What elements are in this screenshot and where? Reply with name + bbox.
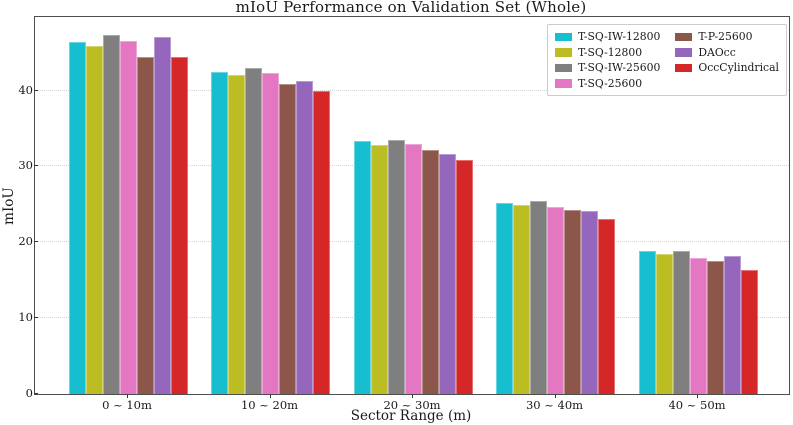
bar-group-1 <box>57 17 200 394</box>
bar-T-SQ-IW-12800 <box>68 42 86 394</box>
legend-label: T-P-25600 <box>698 30 753 44</box>
bar-group-2 <box>199 17 342 394</box>
x-tick-label-1: 0 ~ 10m <box>102 398 152 412</box>
x-tick-label-4: 30 ~ 40m <box>525 398 584 412</box>
bar-T-SQ-25600 <box>404 144 422 394</box>
bar-group-5 <box>627 17 770 394</box>
bar-OccCylindrical <box>740 269 758 394</box>
bar-T-SQ-IW-25600 <box>245 67 262 394</box>
bar-T-SQ-12800 <box>85 45 103 394</box>
bar-T-SQ-25600 <box>119 41 137 394</box>
bar-T-SQ-25600 <box>689 258 707 394</box>
bar-T-SQ-IW-25600 <box>530 200 547 394</box>
x-tick-mark <box>554 394 556 398</box>
legend-swatch-icon <box>555 48 573 57</box>
legend-item-T-P-25600: T-P-25600 <box>675 29 779 45</box>
x-tick-mark <box>127 394 128 398</box>
legend-swatch-icon <box>555 79 573 88</box>
legend-swatch-icon <box>555 32 573 41</box>
x-axis-label: Sector Range (m) <box>350 408 472 424</box>
bar-OccCylindrical <box>313 91 330 394</box>
legend-column: T-SQ-IW-12800 T-SQ-12800 T-SQ-IW-25600 T-SQ… <box>555 29 660 91</box>
legend-swatch-icon <box>675 32 693 41</box>
bar-T-SQ-12800 <box>513 205 530 394</box>
legend-item-T-SQ-IW-12800: T-SQ-IW-12800 <box>555 29 660 45</box>
y-tick-mark <box>34 241 38 243</box>
bar-T-SQ-12800 <box>228 75 245 394</box>
legend-column: T-P-25600 DAOcc OccCylindrical <box>675 29 779 76</box>
legend-swatch-icon <box>675 48 693 57</box>
legend-label: T-SQ-IW-12800 <box>578 30 661 44</box>
legend-label: T-SQ-25600 <box>578 76 643 90</box>
chart-title: mIoU Performance on Validation Set (Whol… <box>235 0 587 16</box>
y-axis-label: mIoU <box>1 187 17 225</box>
bar-T-P-25600 <box>564 210 581 394</box>
bar-T-P-25600 <box>421 149 439 394</box>
x-tick-mark <box>412 394 413 398</box>
y-tick-label-10: 10 <box>18 310 33 325</box>
legend-label: T-SQ-12800 <box>578 45 643 59</box>
legend: T-SQ-IW-12800 T-SQ-12800 T-SQ-IW-25600 T-SQ… <box>547 24 787 96</box>
bar-T-SQ-25600 <box>547 206 564 394</box>
bar-T-SQ-IW-12800 <box>211 72 228 394</box>
bar-DAOcc <box>723 255 741 394</box>
bar-T-SQ-25600 <box>262 73 279 394</box>
bar-DAOcc <box>153 36 171 394</box>
legend-label: OccCylindrical <box>698 61 779 75</box>
bar-group-3 <box>342 17 485 394</box>
gridline-40 <box>35 89 789 91</box>
x-tick-label-2: 10 ~ 20m <box>240 398 299 412</box>
y-tick-mark <box>34 165 38 167</box>
legend-swatch-icon <box>675 63 693 72</box>
y-tick-label-40: 40 <box>18 82 33 97</box>
bar-T-SQ-IW-12800 <box>496 202 513 394</box>
legend-label: DAOcc <box>698 45 736 59</box>
legend-label: T-SQ-IW-25600 <box>578 61 661 75</box>
legend-swatch-icon <box>555 63 573 72</box>
x-tick-label-5: 40 ~ 50m <box>668 398 726 412</box>
bar-OccCylindrical <box>598 218 615 394</box>
x-tick-mark <box>697 394 698 398</box>
legend-item-T-SQ-IW-25600: T-SQ-IW-25600 <box>555 60 660 76</box>
bar-T-P-25600 <box>136 57 154 394</box>
bar-T-SQ-IW-25600 <box>387 139 405 394</box>
bar-T-SQ-IW-25600 <box>102 35 120 394</box>
bar-T-SQ-12800 <box>370 145 388 394</box>
y-tick-mark <box>34 393 38 394</box>
bar-OccCylindrical <box>170 57 188 394</box>
y-tick-label-0: 0 <box>25 386 33 400</box>
bar-OccCylindrical <box>455 159 473 394</box>
y-tick-label-20: 20 <box>18 234 33 249</box>
legend-item-DAOcc: DAOcc <box>675 45 779 61</box>
y-tick-label-30: 30 <box>18 158 33 173</box>
bar-group-4 <box>484 17 627 394</box>
bar-DAOcc <box>296 80 313 394</box>
legend-item-OccCylindrical: OccCylindrical <box>675 60 779 76</box>
bar-T-SQ-IW-12800 <box>353 141 371 394</box>
bar-T-SQ-IW-12800 <box>638 250 656 394</box>
x-tick-mark <box>269 394 271 398</box>
bar-T-P-25600 <box>279 83 296 394</box>
plot-area: T-SQ-IW-12800 T-SQ-12800 T-SQ-IW-25600 T-SQ… <box>34 16 790 395</box>
bar-T-SQ-IW-25600 <box>672 250 690 394</box>
x-tick-label-3: 20 ~ 30m <box>383 398 441 412</box>
legend-item-T-SQ-25600: T-SQ-25600 <box>555 76 660 92</box>
bar-T-SQ-12800 <box>655 253 673 394</box>
legend-item-T-SQ-12800: T-SQ-12800 <box>555 45 660 61</box>
bar-DAOcc <box>438 154 456 394</box>
y-tick-mark <box>34 89 38 91</box>
y-tick-mark <box>34 317 38 319</box>
bar-T-P-25600 <box>706 261 724 394</box>
bar-DAOcc <box>581 211 598 394</box>
